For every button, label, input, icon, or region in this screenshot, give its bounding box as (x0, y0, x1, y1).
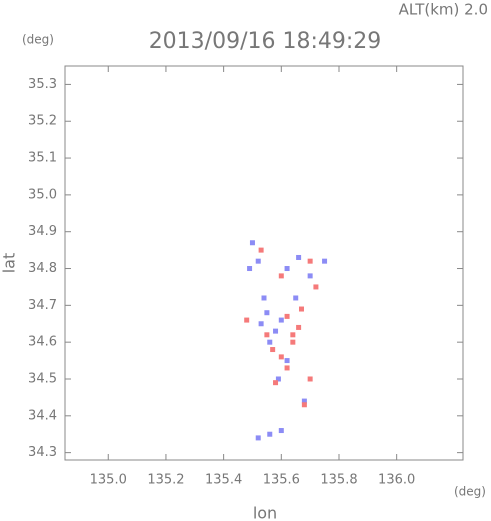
y-tick-label: 34.7 (28, 298, 57, 313)
echo-pixel (278, 273, 284, 279)
x-tick-label: 135.0 (90, 473, 127, 488)
echo-pixel (298, 306, 304, 312)
echo-pixel (278, 428, 284, 434)
y-tick-label: 34.3 (28, 445, 57, 460)
echo-pixel (249, 240, 255, 246)
echo-pixel (258, 321, 264, 327)
y-tick-label: 34.5 (28, 371, 57, 386)
plot-frame (64, 65, 464, 461)
x-axis-label: lon (253, 504, 277, 521)
echo-pixel (247, 266, 253, 272)
echo-pixel (278, 354, 284, 360)
echo-pixel (273, 380, 279, 386)
chart-title: 2013/09/16 18:49:29 (149, 29, 382, 54)
x-tick-label: 135.4 (205, 473, 242, 488)
x-tick-label: 135.6 (263, 473, 300, 488)
echo-pixel (264, 310, 270, 316)
echo-pixel (290, 339, 296, 345)
echo-pixel (258, 247, 264, 253)
y-tick-label: 35.1 (28, 151, 57, 166)
echo-pixel (301, 402, 307, 408)
echo-pixel (313, 284, 319, 290)
x-tick-label: 135.8 (320, 473, 357, 488)
echo-pixel (296, 254, 302, 260)
echo-pixel (255, 435, 261, 441)
echo-pixel (284, 365, 290, 371)
x-tick-label: 135.2 (147, 473, 184, 488)
echo-pixel (267, 431, 273, 437)
y-unit: (deg) (22, 33, 54, 47)
echo-pixel (301, 398, 307, 404)
echo-pixel (284, 313, 290, 319)
y-tick-label: 35.2 (28, 114, 57, 129)
echo-pixel (264, 332, 270, 338)
y-tick-label: 35.0 (28, 187, 57, 202)
echo-pixel (244, 317, 250, 323)
echo-pixel (307, 273, 313, 279)
x-tick-label: 136.0 (378, 473, 415, 488)
y-tick-label: 34.6 (28, 335, 57, 350)
echo-pixel (273, 328, 279, 334)
echo-pixel (275, 376, 281, 382)
y-axis-label: lat (0, 253, 19, 274)
echo-pixel (284, 358, 290, 364)
y-tick-label: 34.4 (28, 408, 57, 423)
y-tick-label: 34.8 (28, 261, 57, 276)
echo-pixel (284, 266, 290, 272)
echo-pixel (290, 332, 296, 338)
echo-pixel (255, 258, 261, 264)
echo-pixel (293, 295, 299, 301)
echo-pixel (322, 258, 328, 264)
y-tick-label: 35.3 (28, 77, 57, 92)
echo-pixel (307, 258, 313, 264)
echo-pixel (307, 376, 313, 382)
altitude: ALT(km) 2.0 (399, 1, 488, 19)
echo-pixel (278, 317, 284, 323)
echo-pixel (270, 347, 276, 353)
y-tick-label: 34.9 (28, 224, 57, 239)
echo-pixel (261, 295, 267, 301)
x-unit: (deg) (454, 485, 486, 499)
echo-pixel (296, 324, 302, 330)
echo-pixel (267, 339, 273, 345)
